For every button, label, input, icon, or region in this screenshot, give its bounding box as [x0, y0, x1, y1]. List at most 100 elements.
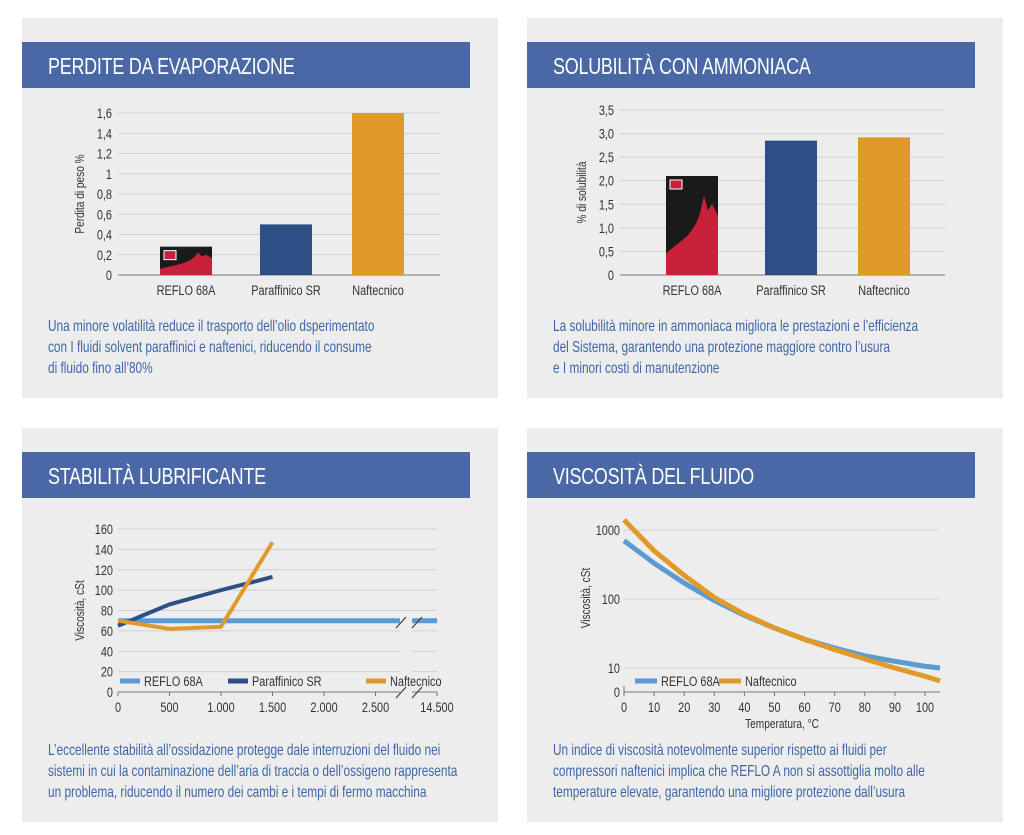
- panel-description: La solubilità minore in ammoniaca miglio…: [553, 316, 1024, 379]
- x-tick-label: 1.000: [207, 700, 234, 716]
- x-tick-label: 80: [859, 700, 871, 716]
- solubility-bar-chart: 0 0,5 1,0 1,5 2,0 2,5 3,0 3,5 REFLO 68A Paraffini…: [575, 103, 945, 299]
- legend-label: Naftecnico: [745, 674, 797, 690]
- bar-paraffinico-sr: [765, 140, 817, 275]
- y-tick-label: 40: [101, 644, 113, 660]
- panel-title: PERDITE DA EVAPORAZIONE: [48, 53, 295, 79]
- legend-label: REFLO 68A: [661, 674, 720, 690]
- desc-line: un problema, riducendo il numero dei cam…: [48, 784, 427, 801]
- y-tick-label: 0: [614, 685, 620, 701]
- y-axis-label: % di solubilità: [575, 161, 589, 223]
- desc-line: compressori naftenici implica che REFLO …: [553, 763, 925, 780]
- x-tick-label: 500: [160, 700, 178, 716]
- y-tick-label: 1,2: [97, 146, 112, 162]
- viscosity-line-chart: 10 100 1000 00 10 20 30 40 50 60 70 80 90 100 Temperat…: [579, 518, 941, 731]
- x-category-label: Naftecnico: [858, 283, 910, 299]
- x-tick-label: 90: [889, 700, 901, 716]
- y-tick-label: 80: [101, 603, 113, 619]
- desc-line: La solubilità minore in ammoniaca miglio…: [553, 318, 919, 335]
- y-tick-label: 0,8: [97, 187, 112, 203]
- y-tick-label: 0: [106, 268, 112, 284]
- x-category-label: Naftecnico: [352, 283, 404, 299]
- bar-paraffinico-sr: [260, 224, 312, 275]
- panel-evaporation: PERDITE DA EVAPORAZIONE 0 0,2 0,4 0,6 0,8 1 1,…: [22, 18, 498, 398]
- y-tick-label: 1,5: [599, 197, 614, 213]
- axis-break-icon: [411, 616, 423, 629]
- y-axis-label: Viscosità, cSt: [579, 567, 593, 628]
- panel-stability: STABILITÀ LUBRIFICANTE 0 20 40 60 80 100 120 14…: [22, 428, 498, 822]
- x-tick-label: 0: [621, 700, 627, 716]
- legend-label: Paraffinico SR: [252, 674, 322, 690]
- x-tick-label: 20: [678, 700, 690, 716]
- y-tick-label: 140: [95, 542, 113, 558]
- panel-title: STABILITÀ LUBRIFICANTE: [48, 463, 266, 489]
- x-tick-label: 14.500: [420, 700, 453, 716]
- panel-header: VISCOSITÀ DEL FLUIDO: [527, 452, 975, 498]
- panel-header: STABILITÀ LUBRIFICANTE: [22, 452, 470, 498]
- y-tick-label: 0,2: [97, 247, 112, 263]
- y-tick-label: 100: [95, 583, 113, 599]
- series-line-reflo-68a: [622, 538, 941, 671]
- reflo-bar-red-fill: [666, 195, 718, 275]
- x-tick-label: 30: [708, 700, 720, 716]
- series-line-naftecnico: [117, 541, 275, 631]
- x-tick-label: 100: [916, 700, 934, 716]
- panel-description: Una minore volatilità reduce il trasport…: [48, 316, 489, 379]
- x-tick-label: 2.000: [310, 700, 337, 716]
- desc-line: con I fluidi solvent paraffinici e nafte…: [48, 339, 372, 356]
- desc-line: e I minori costi di manutenzione: [553, 360, 720, 377]
- y-tick-label: 1,6: [97, 106, 112, 122]
- axis-break-icon: [411, 686, 423, 699]
- desc-line: di fluido fino all’80%: [48, 360, 153, 377]
- y-tick-label: 1000: [596, 523, 620, 539]
- x-axis-label: Temperatura, °C: [745, 717, 819, 731]
- panel-viscosity: VISCOSITÀ DEL FLUIDO 10 100 1000 0 0 10 20 30 40…: [527, 428, 1003, 822]
- x-category-label: REFLO 68A: [663, 283, 722, 299]
- y-tick-label: 3,5: [599, 103, 614, 119]
- panel-description: L’eccellente stabilità all’ossidazione p…: [48, 740, 601, 803]
- legend-label: REFLO 68A: [144, 674, 203, 690]
- y-tick-label: 120: [95, 562, 113, 578]
- panel-header: SOLUBILITÀ CON AMMONIACA: [527, 42, 975, 88]
- desc-line: Un indice di viscosità notevolmente supe…: [553, 742, 887, 759]
- desc-line: L’eccellente stabilità all’ossidazione p…: [48, 742, 441, 759]
- y-tick-label: 0,6: [97, 207, 112, 223]
- axis-break-icon: [395, 616, 407, 629]
- reflo-bar-red-fill: [160, 252, 212, 275]
- y-tick-label: 20: [101, 664, 113, 680]
- desc-line: Una minore volatilità reduce il trasport…: [48, 318, 375, 335]
- x-tick-label: 50: [768, 700, 780, 716]
- stability-line-chart: 0 20 40 60 80 100 120 140 160 0 500 1.000 1.500 2.000…: [73, 522, 454, 716]
- y-tick-label: 10: [608, 661, 620, 677]
- desc-line: sistemi in cui la contaminazione dell’ar…: [48, 763, 458, 780]
- y-tick-label: 2,0: [599, 173, 614, 189]
- series-line-naftecnico: [622, 518, 941, 684]
- bar-naftecnico: [858, 137, 910, 275]
- bar-naftecnico: [352, 113, 404, 275]
- petro-canada-logo-icon: [669, 179, 683, 190]
- evaporation-bar-chart: 0 0,2 0,4 0,6 0,8 1 1,2 1,4 1,6 REFLO 68A Paraffin…: [73, 106, 440, 299]
- y-tick-label: 0: [107, 685, 113, 701]
- y-tick-label: 0,5: [599, 244, 614, 260]
- x-tick-label: 40: [738, 700, 750, 716]
- x-category-label: Paraffinico SR: [251, 283, 321, 299]
- x-tick-label: 0: [115, 700, 121, 716]
- petro-canada-logo-icon: [163, 250, 177, 261]
- y-axis-label: Viscosità, cSt: [73, 580, 87, 641]
- desc-line: del Sistema, garantendo una protezione m…: [553, 339, 890, 356]
- panel-header: PERDITE DA EVAPORAZIONE: [22, 42, 470, 88]
- x-tick-label: 70: [829, 700, 841, 716]
- y-tick-label: 100: [602, 592, 620, 608]
- y-tick-label: 1,4: [97, 126, 112, 142]
- x-tick-label: 1.500: [259, 700, 286, 716]
- x-tick-label: 2.500: [362, 700, 389, 716]
- panel-solubility: SOLUBILITÀ CON AMMONIACA 0 0,5 1,0 1,5 2,0 2,…: [527, 18, 1003, 398]
- y-tick-label: 0,4: [97, 227, 112, 243]
- panel-title: VISCOSITÀ DEL FLUIDO: [553, 463, 755, 489]
- panel-title: SOLUBILITÀ CON AMMONIACA: [553, 53, 811, 79]
- x-tick-label: 60: [799, 700, 811, 716]
- axis-break-icon: [395, 686, 407, 699]
- axis-break-gap: [400, 613, 412, 703]
- y-tick-label: 160: [95, 522, 113, 538]
- x-tick-label: 10: [648, 700, 660, 716]
